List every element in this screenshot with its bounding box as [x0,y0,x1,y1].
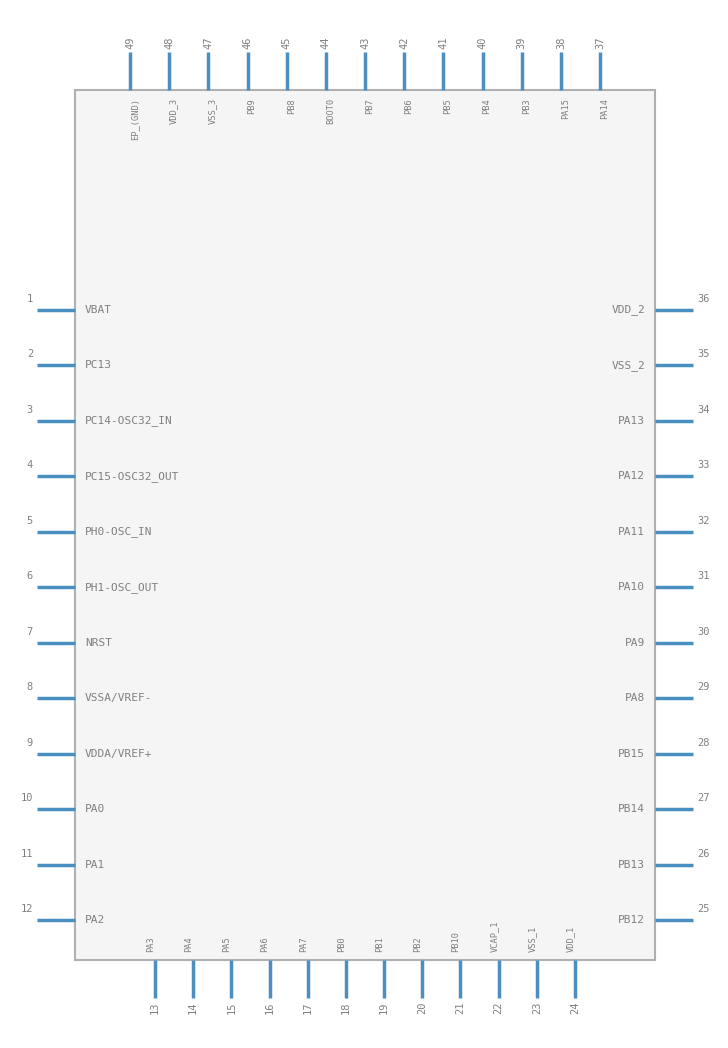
Text: PA6: PA6 [261,936,269,952]
Text: PA3: PA3 [146,936,155,952]
Text: 30: 30 [697,627,710,637]
Text: PA11: PA11 [618,527,645,537]
Text: 22: 22 [494,1001,504,1013]
Text: 15: 15 [226,1001,237,1013]
Text: 42: 42 [399,37,409,49]
Text: VBAT: VBAT [85,305,112,315]
Text: PA12: PA12 [618,472,645,481]
Text: PB0: PB0 [337,936,346,952]
Text: PB4: PB4 [483,99,491,114]
Text: PA2: PA2 [85,915,106,925]
Text: PB6: PB6 [404,99,414,114]
Text: PH0-OSC_IN: PH0-OSC_IN [85,526,152,538]
Text: PA8: PA8 [625,693,645,703]
Text: PA13: PA13 [618,416,645,425]
Text: 4: 4 [27,460,33,471]
Text: 39: 39 [517,37,526,49]
Text: 48: 48 [165,37,174,49]
Text: PA14: PA14 [600,99,609,119]
Text: 29: 29 [697,682,710,692]
Text: PB2: PB2 [414,936,422,952]
Text: 21: 21 [456,1001,465,1013]
Text: 36: 36 [697,294,710,304]
Text: PB10: PB10 [451,931,460,952]
Text: 25: 25 [697,904,710,914]
Text: VSS_3: VSS_3 [208,99,218,125]
Text: 33: 33 [697,460,710,471]
Text: VSS_2: VSS_2 [612,361,645,371]
Text: PB8: PB8 [287,99,296,114]
Text: 18: 18 [341,1001,351,1013]
Text: PB12: PB12 [618,915,645,925]
Text: PB3: PB3 [522,99,531,114]
Text: VDD_2: VDD_2 [612,305,645,315]
Text: PA5: PA5 [222,936,232,952]
Text: 44: 44 [321,37,331,49]
Text: NRST: NRST [85,638,112,648]
Text: 7: 7 [27,627,33,637]
Text: PA1: PA1 [85,859,106,870]
Text: 6: 6 [27,571,33,582]
Text: 3: 3 [27,405,33,415]
Text: PA15: PA15 [561,99,570,119]
Text: 20: 20 [417,1001,427,1013]
Text: 35: 35 [697,349,710,359]
Text: VCAP_1: VCAP_1 [490,920,499,952]
Text: 12: 12 [20,904,33,914]
Text: BOOT0: BOOT0 [326,99,335,125]
Text: 17: 17 [303,1001,313,1013]
Text: PB13: PB13 [618,859,645,870]
Text: 37: 37 [595,37,605,49]
Text: PA7: PA7 [298,936,308,952]
Text: 47: 47 [203,37,213,49]
Text: VDD_1: VDD_1 [566,925,575,952]
Text: 31: 31 [697,571,710,582]
Text: 2: 2 [27,349,33,359]
Text: 10: 10 [20,793,33,803]
Text: VSSA/VREF-: VSSA/VREF- [85,693,152,703]
Text: PH1-OSC_OUT: PH1-OSC_OUT [85,582,159,593]
Text: 13: 13 [150,1001,160,1013]
Text: PB14: PB14 [618,804,645,814]
Text: PC15-OSC32_OUT: PC15-OSC32_OUT [85,471,180,482]
Text: 14: 14 [188,1001,198,1013]
Text: 41: 41 [438,37,448,49]
Text: PC14-OSC32_IN: PC14-OSC32_IN [85,415,173,427]
Text: 23: 23 [532,1001,542,1013]
Text: 28: 28 [697,738,710,747]
Text: PB1: PB1 [375,936,384,952]
Text: PB7: PB7 [365,99,374,114]
Bar [75,90,655,960]
Text: PA10: PA10 [618,583,645,592]
Text: PB5: PB5 [443,99,452,114]
Text: PC13: PC13 [85,361,112,370]
Text: 24: 24 [570,1001,580,1013]
Text: VDDA/VREF+: VDDA/VREF+ [85,748,152,759]
Text: PB9: PB9 [248,99,256,114]
Text: VDD_3: VDD_3 [169,99,178,125]
Text: 26: 26 [697,849,710,858]
Text: 8: 8 [27,682,33,692]
Text: 40: 40 [478,37,488,49]
Text: 46: 46 [242,37,253,49]
Text: VSS_1: VSS_1 [528,925,537,952]
Text: 9: 9 [27,738,33,747]
Text: 34: 34 [697,405,710,415]
Text: 38: 38 [556,37,566,49]
Text: 5: 5 [27,516,33,526]
Text: PA9: PA9 [625,638,645,648]
Text: 49: 49 [125,37,135,49]
Text: 16: 16 [264,1001,274,1013]
Text: 11: 11 [20,849,33,858]
Text: 19: 19 [379,1001,389,1013]
Text: 45: 45 [282,37,292,49]
Text: PA4: PA4 [184,936,193,952]
Text: PA0: PA0 [85,804,106,814]
Text: PB15: PB15 [618,748,645,759]
Text: 32: 32 [697,516,710,526]
Text: 43: 43 [360,37,370,49]
Text: 27: 27 [697,793,710,803]
Text: EP_(GND): EP_(GND) [130,99,139,140]
Text: 1: 1 [27,294,33,304]
